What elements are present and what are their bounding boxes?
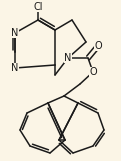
Text: Cl: Cl (33, 2, 43, 12)
Text: N: N (64, 53, 72, 63)
Text: N: N (11, 28, 19, 38)
Text: N: N (11, 63, 19, 73)
Text: O: O (89, 67, 97, 77)
Text: O: O (94, 41, 102, 51)
